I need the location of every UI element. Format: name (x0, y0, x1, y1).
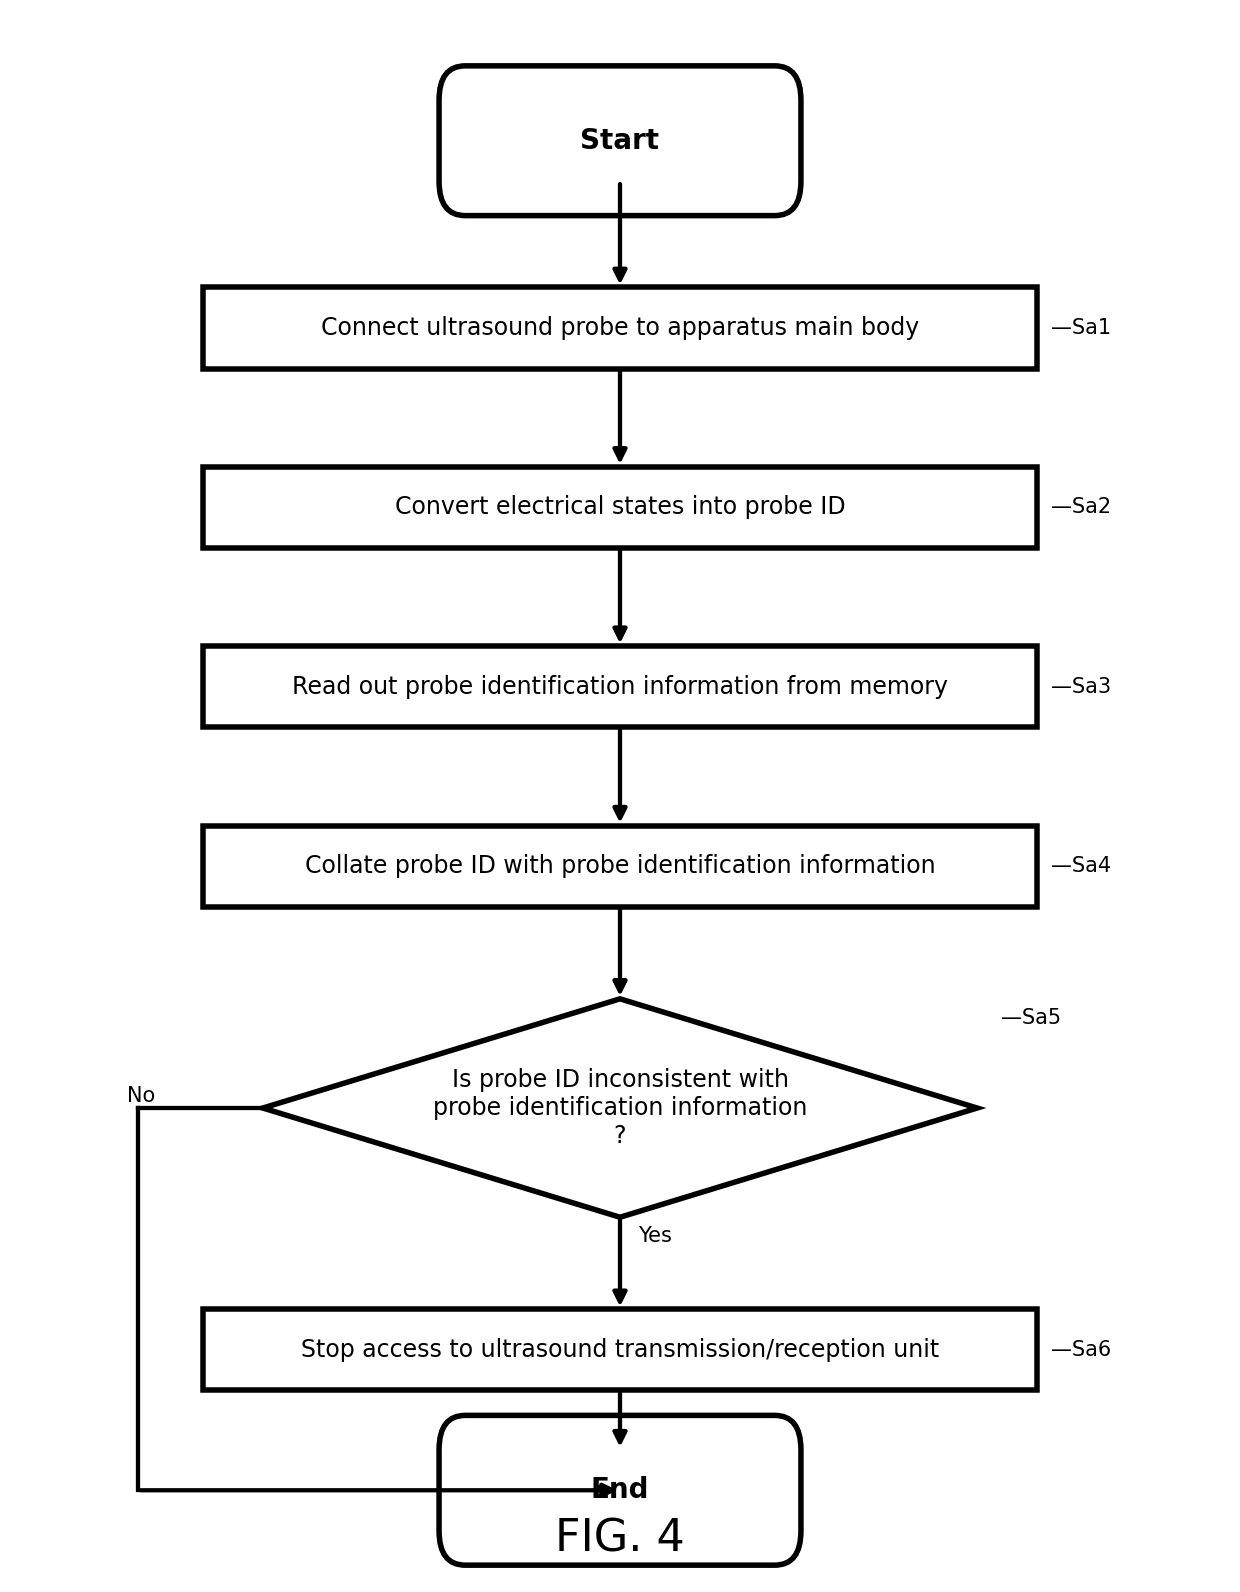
Text: Start: Start (580, 127, 660, 154)
Text: —Sa5: —Sa5 (1001, 1008, 1061, 1027)
Text: —Sa4: —Sa4 (1052, 856, 1111, 876)
Bar (203, 1309, 1037, 1390)
Bar (203, 646, 1037, 728)
Bar (203, 288, 1037, 368)
Bar (203, 826, 1037, 907)
Text: —Sa3: —Sa3 (1052, 677, 1111, 697)
Text: Connect ultrasound probe to apparatus main body: Connect ultrasound probe to apparatus ma… (321, 315, 919, 341)
Text: —Sa6: —Sa6 (1052, 1340, 1111, 1360)
Text: Read out probe identification information from memory: Read out probe identification informatio… (291, 675, 949, 699)
Text: —Sa2: —Sa2 (1052, 497, 1111, 517)
Bar (203, 466, 1037, 548)
FancyBboxPatch shape (439, 1415, 801, 1565)
Text: Stop access to ultrasound transmission/reception unit: Stop access to ultrasound transmission/r… (301, 1337, 939, 1361)
Text: —Sa1: —Sa1 (1052, 318, 1111, 338)
Text: Is probe ID inconsistent with
probe identification information
?: Is probe ID inconsistent with probe iden… (433, 1068, 807, 1148)
Text: Yes: Yes (637, 1226, 672, 1247)
Text: No: No (128, 1086, 155, 1105)
Text: End: End (590, 1476, 650, 1504)
Text: FIG. 4: FIG. 4 (556, 1517, 684, 1560)
Text: Convert electrical states into probe ID: Convert electrical states into probe ID (394, 495, 846, 519)
Text: Collate probe ID with probe identification information: Collate probe ID with probe identificati… (305, 855, 935, 879)
FancyBboxPatch shape (439, 65, 801, 215)
Polygon shape (263, 998, 977, 1218)
